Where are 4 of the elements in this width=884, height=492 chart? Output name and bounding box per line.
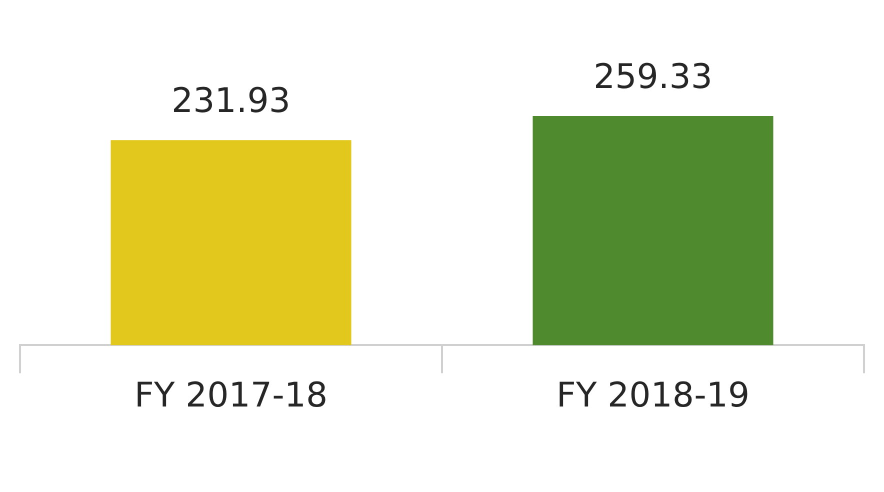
x-tick-label: FY 2018-19 <box>556 375 750 416</box>
data-label: 259.33 <box>594 56 712 97</box>
x-tick-label: FY 2017-18 <box>134 375 328 416</box>
data-label: 231.93 <box>172 81 290 121</box>
